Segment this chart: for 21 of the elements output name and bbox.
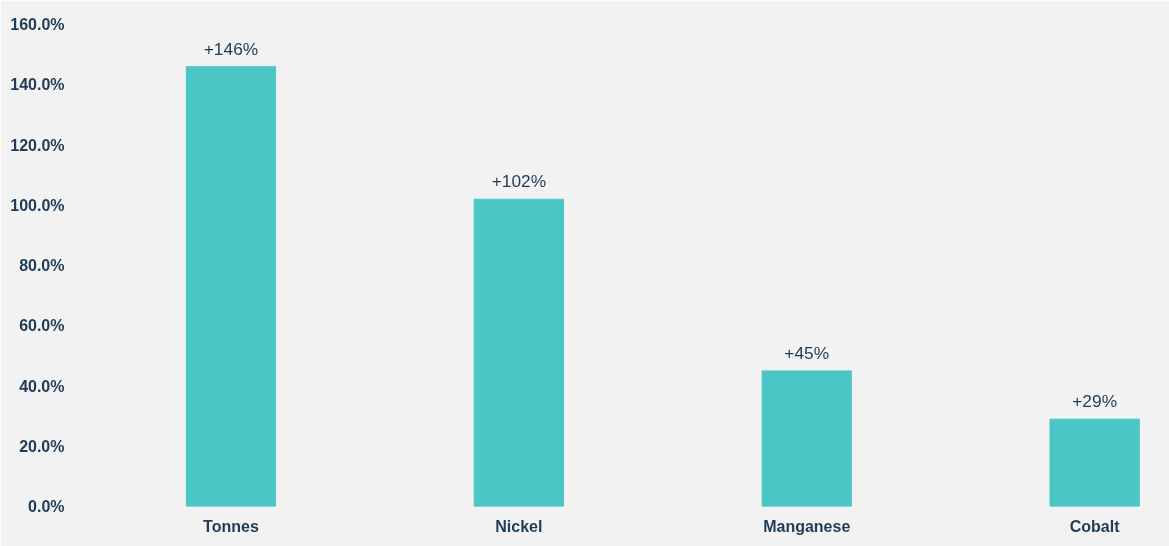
data-label: +45%: [784, 342, 830, 363]
y-tick-label: 20.0%: [19, 437, 65, 455]
y-tick-label: 100.0%: [10, 196, 65, 214]
bar: [473, 198, 564, 507]
data-label: +102%: [491, 171, 547, 192]
data-label: +146%: [203, 38, 259, 59]
y-tick-label: 40.0%: [19, 377, 65, 395]
y-tick-label: 80.0%: [19, 257, 65, 274]
y-tick-label: 120.0%: [10, 136, 65, 154]
x-tick-label: Tonnes: [203, 517, 259, 535]
y-tick-label: 160.0%: [10, 16, 65, 33]
y-tick-label: 60.0%: [19, 317, 65, 335]
x-tick-label: Nickel: [495, 517, 543, 535]
y-tick-label: 0.0%: [28, 498, 65, 515]
y-tick-label: 140.0%: [10, 76, 65, 94]
bar: [185, 66, 277, 507]
bar: [1049, 418, 1140, 507]
bar: [761, 370, 852, 507]
x-tick-label: Manganese: [763, 517, 851, 535]
data-label: +29%: [1072, 391, 1118, 412]
x-tick-label: Cobalt: [1069, 517, 1121, 535]
